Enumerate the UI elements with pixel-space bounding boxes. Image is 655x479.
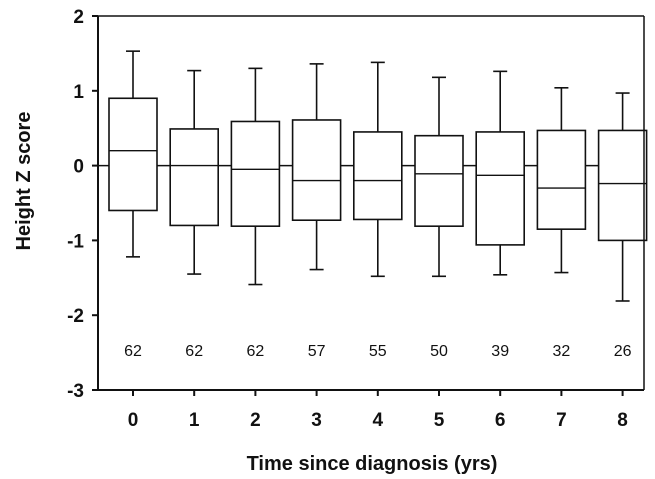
box-7 — [536, 87, 587, 274]
sample-size-label: 32 — [553, 343, 571, 360]
sample-size-labels: 62 62 62 57 55 50 39 32 26 — [124, 343, 631, 360]
iqr-box — [414, 134, 464, 227]
y-tick-label: -2 — [67, 306, 84, 327]
sample-size-label: 39 — [491, 343, 509, 360]
sample-size-label: 50 — [430, 343, 448, 360]
iqr-box — [108, 97, 158, 212]
iqr-box — [352, 131, 403, 221]
y-tick-label: 0 — [73, 157, 84, 178]
x-tick-label: 1 — [189, 410, 200, 431]
iqr-box — [169, 128, 219, 227]
x-tick-label: 4 — [373, 410, 384, 431]
x-tick-label: 5 — [434, 410, 445, 431]
box-6 — [475, 70, 526, 276]
x-tick-label: 6 — [495, 410, 506, 431]
iqr-box — [291, 119, 342, 222]
box-3 — [291, 63, 342, 271]
box-2 — [230, 67, 281, 286]
iqr-box — [475, 131, 526, 246]
box-1 — [169, 69, 219, 275]
sample-size-label: 55 — [369, 343, 387, 360]
sample-size-label: 62 — [185, 343, 203, 360]
sample-size-label: 57 — [308, 343, 326, 360]
iqr-box — [597, 129, 648, 242]
sample-size-label: 26 — [614, 343, 632, 360]
y-tick-labels: 2 1 0 -1 -2 -3 — [67, 7, 84, 402]
y-tick-label: -3 — [67, 381, 84, 402]
x-axis-label: Time since diagnosis (yrs) — [247, 453, 498, 475]
iqr-box — [230, 120, 281, 227]
x-tick-label: 8 — [617, 410, 628, 431]
x-tick-label: 2 — [250, 410, 261, 431]
box-0 — [108, 50, 158, 258]
sample-size-label: 62 — [247, 343, 265, 360]
box-8 — [597, 92, 648, 302]
box-4 — [352, 61, 403, 278]
x-tick-label: 0 — [128, 410, 139, 431]
x-tick-labels: 0 1 2 3 4 5 6 7 8 — [128, 410, 628, 431]
y-tick-label: 2 — [73, 7, 84, 28]
sample-size-label: 62 — [124, 343, 142, 360]
y-axis-label: Height Z score — [13, 112, 35, 251]
axes-group — [92, 15, 645, 396]
y-tick-label: 1 — [73, 82, 84, 103]
x-tick-label: 7 — [556, 410, 567, 431]
iqr-box — [536, 129, 587, 230]
boxes-group — [108, 50, 648, 302]
y-tick-label: -1 — [67, 231, 84, 252]
x-tick-label: 3 — [311, 410, 322, 431]
box-5 — [414, 76, 464, 278]
